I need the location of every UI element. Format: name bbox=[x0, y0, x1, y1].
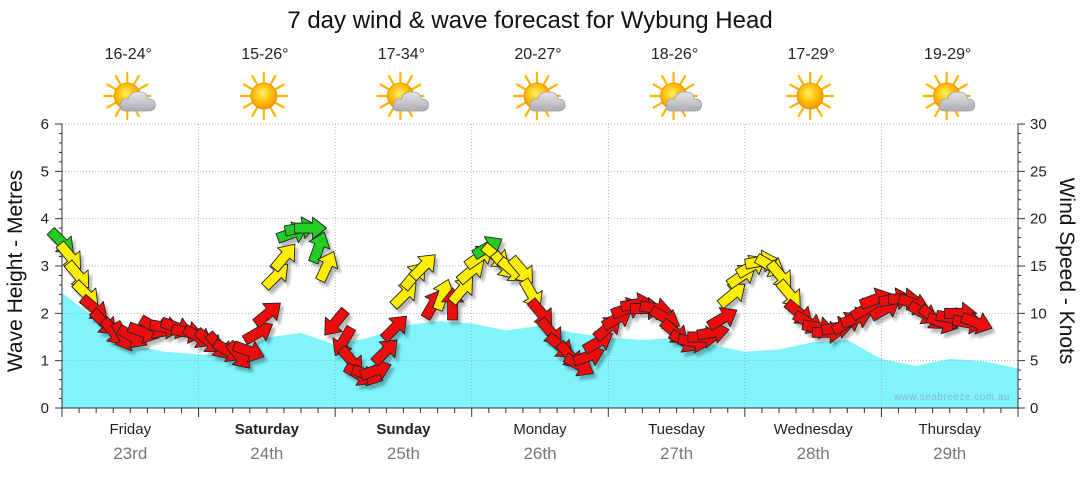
sun-ray bbox=[799, 76, 804, 84]
sun-ray bbox=[544, 76, 549, 84]
day-name-label: Thursday bbox=[918, 421, 981, 438]
partly-cloudy-icon bbox=[514, 73, 565, 119]
sunny-icon bbox=[241, 73, 287, 119]
day-date-label: 23rd bbox=[113, 444, 147, 463]
left-axis-title: Wave Height - Metres bbox=[4, 170, 27, 372]
day-name-label: Monday bbox=[513, 421, 567, 438]
left-tick-label: 0 bbox=[41, 400, 49, 417]
left-tick-label: 4 bbox=[41, 211, 49, 228]
day-temperature-label: 17-34° bbox=[378, 46, 425, 63]
partly-cloudy-icon bbox=[377, 73, 428, 119]
sun-ray bbox=[381, 85, 389, 90]
sun-ray bbox=[107, 85, 115, 90]
day-name-label: Friday bbox=[109, 421, 151, 438]
day-temperature-label: 20-27° bbox=[514, 46, 561, 63]
sun-ray bbox=[822, 103, 830, 108]
sun-ray bbox=[116, 76, 121, 84]
sun-ray bbox=[686, 85, 694, 90]
sun-disc bbox=[251, 83, 277, 109]
day-temperature-label: 18-26° bbox=[651, 46, 698, 63]
right-tick-label: 20 bbox=[1030, 211, 1047, 228]
sun-ray bbox=[116, 108, 121, 116]
left-tick-label: 5 bbox=[41, 163, 49, 180]
sun-ray bbox=[927, 103, 935, 108]
right-axis-title: Wind Speed - Knots bbox=[1055, 178, 1078, 365]
sun-ray bbox=[139, 85, 147, 90]
sun-ray bbox=[276, 103, 284, 108]
day-temperature-label: 17-29° bbox=[787, 46, 834, 63]
sun-ray bbox=[662, 76, 667, 84]
sun-ray bbox=[271, 76, 276, 84]
day-temperature-label: 15-26° bbox=[241, 46, 288, 63]
day-date-label: 29th bbox=[933, 444, 966, 463]
sun-ray bbox=[526, 108, 531, 116]
left-tick-label: 3 bbox=[41, 258, 49, 275]
sun-ray bbox=[549, 85, 557, 90]
right-tick-label: 15 bbox=[1030, 258, 1047, 275]
day-date-label: 27th bbox=[660, 444, 693, 463]
sun-ray bbox=[681, 76, 686, 84]
day-date-label: 28th bbox=[797, 444, 830, 463]
watermark-text: www.seabreeze.com.au bbox=[893, 392, 1010, 403]
sun-ray bbox=[413, 85, 421, 90]
sun-ray bbox=[799, 108, 804, 116]
sun-ray bbox=[662, 108, 667, 116]
sun-ray bbox=[134, 76, 139, 84]
sun-ray bbox=[822, 85, 830, 90]
chart-title: 7 day wind & wave forecast for Wybung He… bbox=[287, 7, 772, 34]
sun-ray bbox=[276, 85, 284, 90]
right-tick-label: 25 bbox=[1030, 163, 1047, 180]
right-tick-label: 10 bbox=[1030, 305, 1047, 322]
left-tick-label: 6 bbox=[41, 116, 49, 133]
sun-ray bbox=[935, 76, 940, 84]
day-date-label: 25th bbox=[387, 444, 420, 463]
sun-ray bbox=[517, 85, 525, 90]
sun-ray bbox=[954, 76, 959, 84]
sun-ray bbox=[389, 76, 394, 84]
sun-ray bbox=[252, 108, 257, 116]
sun-ray bbox=[389, 108, 394, 116]
sun-ray bbox=[252, 76, 257, 84]
day-date-label: 26th bbox=[523, 444, 556, 463]
sun-disc bbox=[797, 83, 823, 109]
left-tick-label: 1 bbox=[41, 353, 49, 370]
day-temperature-label: 16-24° bbox=[105, 46, 152, 63]
sun-ray bbox=[381, 103, 389, 108]
partly-cloudy-icon bbox=[104, 73, 155, 119]
sun-ray bbox=[654, 85, 662, 90]
day-temperature-label: 19-29° bbox=[924, 46, 971, 63]
sun-ray bbox=[244, 85, 252, 90]
sun-ray bbox=[935, 108, 940, 116]
right-tick-label: 5 bbox=[1030, 353, 1038, 370]
sun-ray bbox=[790, 103, 798, 108]
sun-ray bbox=[271, 108, 276, 116]
sun-ray bbox=[517, 103, 525, 108]
sun-ray bbox=[407, 76, 412, 84]
right-tick-label: 0 bbox=[1030, 400, 1038, 417]
left-tick-label: 2 bbox=[41, 305, 49, 322]
sun-ray bbox=[790, 85, 798, 90]
partly-cloudy-icon bbox=[651, 73, 702, 119]
sun-ray bbox=[817, 108, 822, 116]
day-name-label: Sunday bbox=[376, 421, 431, 438]
sun-ray bbox=[817, 76, 822, 84]
sun-ray bbox=[654, 103, 662, 108]
partly-cloudy-icon bbox=[924, 73, 975, 119]
sun-ray bbox=[107, 103, 115, 108]
sunny-icon bbox=[787, 73, 833, 119]
sun-ray bbox=[927, 85, 935, 90]
right-tick-label: 30 bbox=[1030, 116, 1047, 133]
day-date-label: 24th bbox=[250, 444, 283, 463]
sun-ray bbox=[244, 103, 252, 108]
sun-ray bbox=[959, 85, 967, 90]
day-name-label: Wednesday bbox=[774, 421, 853, 438]
day-name-label: Tuesday bbox=[648, 421, 705, 438]
sun-ray bbox=[526, 76, 531, 84]
day-name-label: Saturday bbox=[235, 421, 300, 438]
